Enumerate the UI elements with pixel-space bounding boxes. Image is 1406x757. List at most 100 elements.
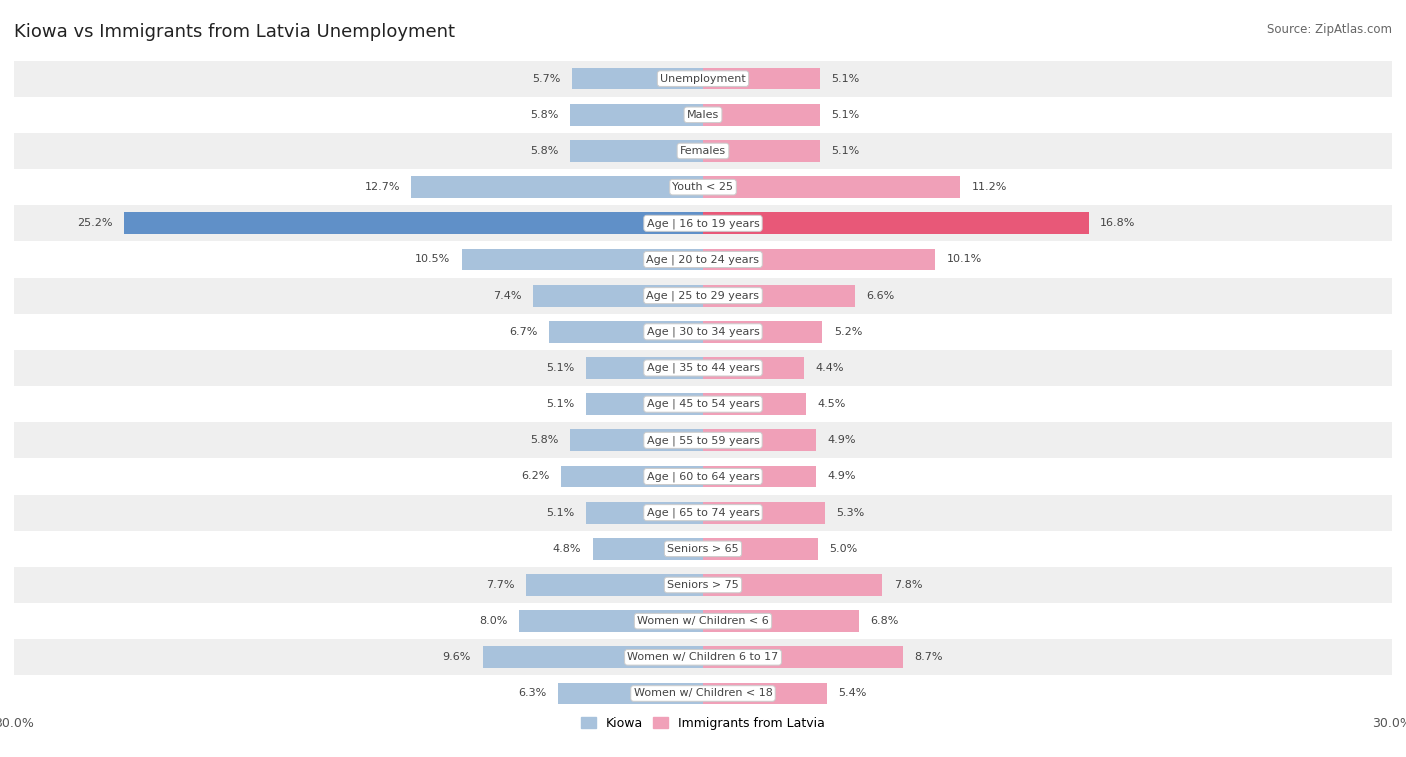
Text: 5.3%: 5.3% (837, 508, 865, 518)
Text: Source: ZipAtlas.com: Source: ZipAtlas.com (1267, 23, 1392, 36)
Text: Youth < 25: Youth < 25 (672, 182, 734, 192)
Bar (14, 313, 1392, 350)
Bar (14, 241, 1392, 278)
Text: 10.5%: 10.5% (415, 254, 450, 264)
Bar (14, 459, 1392, 494)
Text: 9.6%: 9.6% (443, 653, 471, 662)
Bar (14, 350, 1392, 386)
Text: 4.9%: 4.9% (827, 435, 855, 445)
Text: 5.4%: 5.4% (838, 689, 868, 699)
Text: 5.2%: 5.2% (834, 327, 862, 337)
Text: 6.7%: 6.7% (509, 327, 537, 337)
Text: 5.0%: 5.0% (830, 544, 858, 554)
Bar (561, 466, 703, 488)
Text: 16.8%: 16.8% (1101, 218, 1136, 229)
Text: 5.1%: 5.1% (831, 110, 860, 120)
Bar (14, 567, 1392, 603)
Text: Age | 35 to 44 years: Age | 35 to 44 years (647, 363, 759, 373)
Bar (703, 429, 815, 451)
Text: 5.1%: 5.1% (546, 399, 575, 409)
Text: Age | 16 to 19 years: Age | 16 to 19 years (647, 218, 759, 229)
Bar (703, 646, 903, 668)
Bar (586, 357, 703, 378)
Bar (14, 386, 1392, 422)
Bar (703, 285, 855, 307)
Bar (14, 61, 1392, 97)
Bar (14, 531, 1392, 567)
Text: Age | 30 to 34 years: Age | 30 to 34 years (647, 326, 759, 337)
Text: Seniors > 75: Seniors > 75 (666, 580, 740, 590)
Text: 8.0%: 8.0% (479, 616, 508, 626)
Text: Seniors > 65: Seniors > 65 (668, 544, 738, 554)
Legend: Kiowa, Immigrants from Latvia: Kiowa, Immigrants from Latvia (576, 712, 830, 734)
Bar (703, 683, 827, 704)
Text: 5.8%: 5.8% (530, 146, 558, 156)
Text: 5.8%: 5.8% (530, 110, 558, 120)
Bar (569, 429, 703, 451)
Text: Age | 45 to 54 years: Age | 45 to 54 years (647, 399, 759, 410)
Text: Age | 60 to 64 years: Age | 60 to 64 years (647, 472, 759, 481)
Text: Unemployment: Unemployment (661, 73, 745, 83)
Bar (412, 176, 703, 198)
Bar (14, 675, 1392, 712)
Text: 5.8%: 5.8% (530, 435, 558, 445)
Text: 7.4%: 7.4% (494, 291, 522, 301)
Bar (526, 574, 703, 596)
Text: Women w/ Children 6 to 17: Women w/ Children 6 to 17 (627, 653, 779, 662)
Text: 11.2%: 11.2% (972, 182, 1007, 192)
Bar (569, 104, 703, 126)
Bar (593, 538, 703, 559)
Bar (461, 248, 703, 270)
Text: 5.1%: 5.1% (831, 146, 860, 156)
Text: 25.2%: 25.2% (77, 218, 112, 229)
Text: Females: Females (681, 146, 725, 156)
Bar (569, 140, 703, 162)
Bar (124, 213, 703, 234)
Bar (703, 574, 882, 596)
Text: 5.1%: 5.1% (831, 73, 860, 83)
Text: 12.7%: 12.7% (364, 182, 399, 192)
Text: 4.8%: 4.8% (553, 544, 581, 554)
Bar (703, 610, 859, 632)
Bar (519, 610, 703, 632)
Text: 7.7%: 7.7% (486, 580, 515, 590)
Text: 5.7%: 5.7% (533, 73, 561, 83)
Text: 7.8%: 7.8% (894, 580, 922, 590)
Bar (703, 248, 935, 270)
Bar (703, 68, 820, 89)
Bar (14, 639, 1392, 675)
Bar (550, 321, 703, 343)
Text: 4.5%: 4.5% (818, 399, 846, 409)
Text: Age | 65 to 74 years: Age | 65 to 74 years (647, 507, 759, 518)
Bar (14, 133, 1392, 169)
Bar (703, 538, 818, 559)
Text: Women w/ Children < 18: Women w/ Children < 18 (634, 689, 772, 699)
Bar (703, 176, 960, 198)
Text: 6.3%: 6.3% (519, 689, 547, 699)
Text: 5.1%: 5.1% (546, 363, 575, 373)
Bar (14, 422, 1392, 459)
Text: Age | 25 to 29 years: Age | 25 to 29 years (647, 291, 759, 301)
Text: 8.7%: 8.7% (914, 653, 943, 662)
Bar (703, 140, 820, 162)
Text: 4.4%: 4.4% (815, 363, 844, 373)
Bar (14, 603, 1392, 639)
Bar (14, 278, 1392, 313)
Text: 5.1%: 5.1% (546, 508, 575, 518)
Text: Age | 55 to 59 years: Age | 55 to 59 years (647, 435, 759, 446)
Text: Males: Males (688, 110, 718, 120)
Bar (572, 68, 703, 89)
Bar (703, 466, 815, 488)
Bar (703, 321, 823, 343)
Text: 10.1%: 10.1% (946, 254, 981, 264)
Text: 6.8%: 6.8% (870, 616, 898, 626)
Text: Kiowa vs Immigrants from Latvia Unemployment: Kiowa vs Immigrants from Latvia Unemploy… (14, 23, 456, 41)
Text: 6.2%: 6.2% (520, 472, 550, 481)
Text: Age | 20 to 24 years: Age | 20 to 24 years (647, 254, 759, 265)
Text: Women w/ Children < 6: Women w/ Children < 6 (637, 616, 769, 626)
Bar (586, 502, 703, 524)
Bar (703, 394, 807, 415)
Bar (14, 169, 1392, 205)
Bar (482, 646, 703, 668)
Bar (533, 285, 703, 307)
